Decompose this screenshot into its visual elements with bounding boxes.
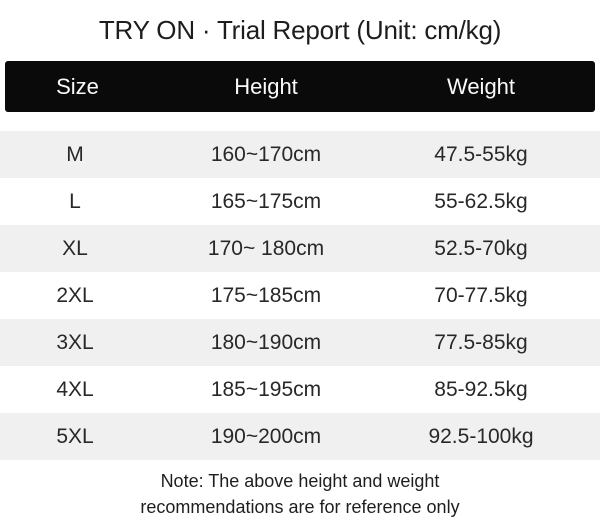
size-cell: 4XL xyxy=(56,377,94,401)
footnote-line: Note: The above height and weight xyxy=(160,471,440,491)
weight-cell: 55-62.5kg xyxy=(434,189,528,213)
header-cell-height: Height xyxy=(234,73,298,99)
height-cell: 190~200cm xyxy=(210,424,322,448)
size-cell: 5XL xyxy=(56,424,94,448)
page-title: TRY ON · Trial Report (Unit: cm/kg) xyxy=(98,15,502,45)
size-cell: 2XL xyxy=(56,283,94,307)
table-row: 4XL 185~195cm 85-92.5kg xyxy=(0,366,600,413)
table-row: 2XL 175~185cm 70-77.5kg xyxy=(0,272,600,319)
table-body: M 160~170cm 47.5-55kg L 165~175cm 55-62.… xyxy=(0,131,600,460)
table-row: 3XL 180~190cm 77.5-85kg xyxy=(0,319,600,366)
size-cell: M xyxy=(66,142,84,166)
size-cell: 3XL xyxy=(56,330,94,354)
height-cell: 170~ 180cm xyxy=(207,236,325,260)
height-cell: 180~190cm xyxy=(210,330,322,354)
size-cell: L xyxy=(69,189,81,213)
height-cell: 175~185cm xyxy=(210,283,322,307)
footnote: Note: The above height and weight recomm… xyxy=(0,468,600,520)
weight-cell: 77.5-85kg xyxy=(434,330,528,354)
table-row: L 165~175cm 55-62.5kg xyxy=(0,178,600,225)
weight-cell: 52.5-70kg xyxy=(434,236,528,260)
header-cell-size: Size xyxy=(56,73,99,99)
header-cell-weight: Weight xyxy=(446,73,516,99)
size-cell: XL xyxy=(62,236,88,260)
weight-cell: 47.5-55kg xyxy=(434,142,528,166)
table-row: 5XL 190~200cm 92.5-100kg xyxy=(0,413,600,460)
height-cell: 160~170cm xyxy=(210,142,322,166)
weight-cell: 92.5-100kg xyxy=(428,424,534,448)
weight-cell: 85-92.5kg xyxy=(434,377,528,401)
table-row: M 160~170cm 47.5-55kg xyxy=(0,131,600,178)
table-header: Size Height Weight xyxy=(5,61,595,112)
footnote-line: recommendations are for reference only xyxy=(140,497,460,517)
table-row: XL 170~ 180cm 52.5-70kg xyxy=(0,225,600,272)
height-cell: 185~195cm xyxy=(210,377,322,401)
weight-cell: 70-77.5kg xyxy=(434,283,528,307)
height-cell: 165~175cm xyxy=(210,189,322,213)
